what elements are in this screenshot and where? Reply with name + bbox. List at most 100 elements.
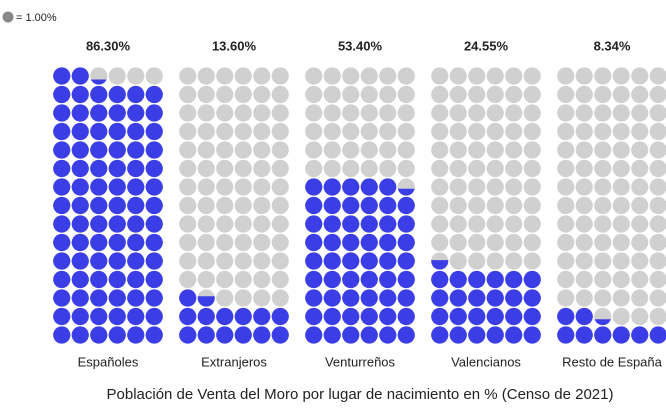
- empty-dot: [253, 159, 271, 178]
- empty-dot: [323, 67, 341, 85]
- empty-dot: [179, 233, 197, 252]
- empty-dot: [379, 104, 397, 122]
- dot: [360, 252, 378, 270]
- empty-dot: [594, 85, 612, 104]
- dot: [468, 307, 486, 326]
- dot: [108, 196, 126, 215]
- dot: [145, 270, 163, 289]
- dot: [108, 178, 126, 196]
- empty-dot: [449, 196, 467, 215]
- empty-dot: [127, 67, 145, 85]
- empty-dot: [612, 85, 630, 104]
- empty-dot: [431, 85, 449, 104]
- empty-dot: [179, 104, 197, 122]
- empty-dot: [594, 289, 612, 307]
- empty-dot: [234, 104, 252, 122]
- empty-dot: [179, 252, 197, 270]
- empty-dot: [271, 289, 289, 307]
- dot: [127, 289, 145, 307]
- dot: [360, 196, 378, 215]
- empty-dot: [612, 104, 630, 122]
- empty-dot: [557, 252, 575, 270]
- empty-dot: [649, 159, 666, 178]
- empty-dot: [575, 159, 593, 178]
- empty-dot: [486, 178, 504, 196]
- dot: [127, 159, 145, 178]
- dot: [486, 289, 504, 307]
- dot: [342, 196, 360, 215]
- value-label: 24.55%: [464, 38, 509, 53]
- dot: [71, 289, 89, 307]
- empty-dot: [342, 104, 360, 122]
- dot: [53, 104, 71, 122]
- empty-dot: [649, 233, 666, 252]
- dot: [71, 178, 89, 196]
- dot: [253, 326, 271, 344]
- empty-dot: [342, 122, 360, 141]
- empty-dot: [468, 178, 486, 196]
- dot: [71, 67, 89, 85]
- dot: [145, 122, 163, 141]
- dot: [108, 326, 126, 344]
- empty-dot: [108, 67, 126, 85]
- dot: [53, 67, 71, 85]
- dot: [449, 326, 467, 344]
- dot: [449, 307, 467, 326]
- empty-dot: [234, 215, 252, 233]
- dot: [505, 326, 523, 344]
- empty-dot: [468, 104, 486, 122]
- dot: [145, 85, 163, 104]
- empty-dot: [271, 252, 289, 270]
- empty-dot: [449, 252, 467, 270]
- empty-dot: [594, 122, 612, 141]
- dot: [197, 326, 215, 344]
- dot: [127, 178, 145, 196]
- empty-dot: [397, 141, 415, 159]
- empty-dot: [612, 233, 630, 252]
- dot: [71, 104, 89, 122]
- empty-dot: [216, 141, 234, 159]
- dot: [108, 104, 126, 122]
- empty-dot: [612, 67, 630, 85]
- empty-dot: [216, 289, 234, 307]
- empty-dot: [216, 270, 234, 289]
- empty-dot: [179, 215, 197, 233]
- empty-dot: [575, 85, 593, 104]
- dot: [53, 85, 71, 104]
- empty-dot: [253, 196, 271, 215]
- dot: [305, 215, 323, 233]
- empty-dot: [179, 85, 197, 104]
- dot: [127, 270, 145, 289]
- partial-dot: [594, 319, 611, 326]
- dot: [108, 233, 126, 252]
- dot: [379, 289, 397, 307]
- empty-dot: [197, 122, 215, 141]
- empty-dot: [649, 270, 666, 289]
- empty-dot: [486, 85, 504, 104]
- partial-dot: [90, 79, 107, 85]
- empty-dot: [234, 196, 252, 215]
- empty-dot: [379, 159, 397, 178]
- dot: [90, 252, 108, 270]
- dot: [108, 289, 126, 307]
- empty-dot: [594, 141, 612, 159]
- dot: [145, 196, 163, 215]
- empty-dot: [505, 67, 523, 85]
- empty-dot: [557, 122, 575, 141]
- dot: [71, 270, 89, 289]
- empty-dot: [449, 159, 467, 178]
- legend-dot: [2, 11, 14, 23]
- empty-dot: [271, 104, 289, 122]
- empty-dot: [468, 85, 486, 104]
- dot: [127, 233, 145, 252]
- dot: [323, 307, 341, 326]
- empty-dot: [468, 233, 486, 252]
- dot: [53, 159, 71, 178]
- dot: [397, 196, 415, 215]
- dot: [379, 252, 397, 270]
- empty-dot: [649, 196, 666, 215]
- dot: [305, 233, 323, 252]
- dot: [468, 289, 486, 307]
- empty-dot: [431, 141, 449, 159]
- empty-dot: [216, 215, 234, 233]
